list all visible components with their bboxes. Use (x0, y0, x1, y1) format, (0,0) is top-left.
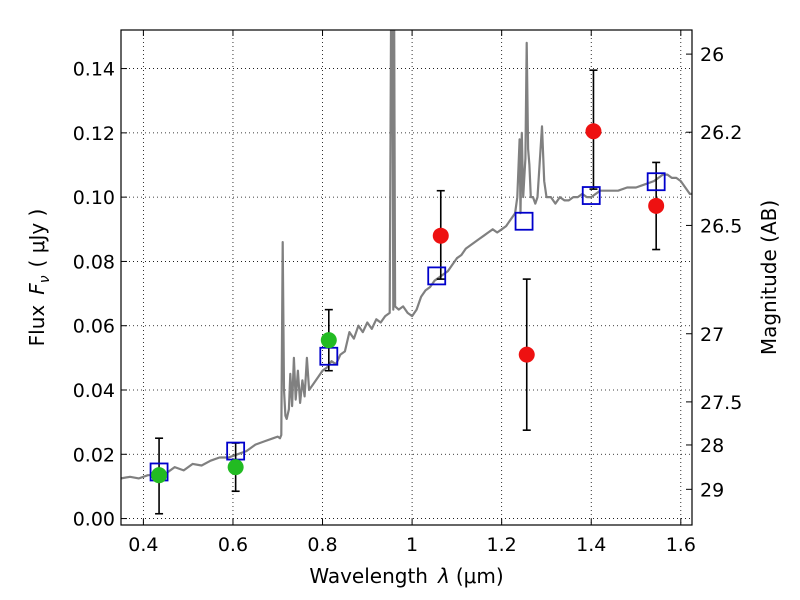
marker-layer (149, 123, 666, 484)
x-tick-label: 0.4 (128, 534, 158, 556)
y2-tick-label: 28 (700, 435, 724, 457)
open-square-marker (646, 172, 666, 192)
filled-circle-marker (320, 332, 337, 349)
spectrum-layer (121, 30, 692, 480)
y-tick-label: 0.14 (73, 59, 115, 81)
open-square-marker (514, 211, 534, 231)
x-tick-label: 1.4 (576, 534, 606, 556)
y2-axis-label: Magnitude (AB) (757, 200, 781, 355)
y2-tick-label: 26.2 (700, 122, 742, 144)
y-tick-label: 0.00 (73, 509, 115, 531)
y-tick-label: 0.02 (73, 444, 115, 466)
y2-tick-label: 27 (700, 324, 724, 346)
open-square-marker (581, 186, 601, 205)
x-axis-label-unit: (μm) (456, 564, 504, 588)
y-tick-label: 0.12 (73, 123, 115, 145)
filled-circle-marker (518, 346, 535, 363)
y-axis-label-symbol-sub: ν (37, 275, 53, 283)
y-tick-label: 0.04 (73, 380, 115, 402)
x-axis-label-symbol: λ (437, 564, 450, 588)
y-tick-label: 0.06 (73, 316, 115, 338)
y2-tick-label: 27.5 (700, 392, 742, 414)
filled-circle-marker (227, 459, 244, 476)
y2-tick-label: 29 (700, 479, 724, 501)
filled-circle-marker (432, 227, 449, 244)
x-axis-label: Wavelength λ (μm) (309, 564, 503, 588)
filled-circle-marker (585, 123, 602, 140)
grid (121, 30, 692, 525)
x-tick-label: 1.6 (666, 534, 696, 556)
y-axis-label-text: Flux (25, 305, 49, 347)
y-tick-label: 0.08 (73, 251, 115, 273)
y2-tick-label: 26 (700, 44, 724, 66)
x-tick-label: 1 (406, 534, 418, 556)
filled-circle-marker (151, 467, 168, 484)
y2-tick-label: 26.5 (700, 215, 742, 237)
open-square-marker (427, 266, 447, 286)
filled-circle-marker (648, 197, 665, 214)
x-tick-label: 1.2 (487, 534, 517, 556)
plot-frame (120, 29, 693, 526)
y-axis-label-symbol: F (25, 283, 49, 295)
tick-layer: 0.4 0.6 0.8 1 1.2 1.4 1.6 0.00 0.02 0.04 0.06 0.08 0… (73, 30, 742, 556)
y-axis-label-unit: ( μJy ) (25, 209, 49, 268)
y-axis-label: Flux Fν ( μJy ) (25, 209, 53, 347)
errorbar-layer (155, 69, 661, 515)
x-axis-label-text: Wavelength (309, 564, 428, 588)
y-tick-label: 0.10 (73, 187, 115, 209)
x-tick-label: 0.8 (307, 534, 337, 556)
spectrum-line (121, 30, 692, 480)
x-tick-label: 0.6 (218, 534, 248, 556)
